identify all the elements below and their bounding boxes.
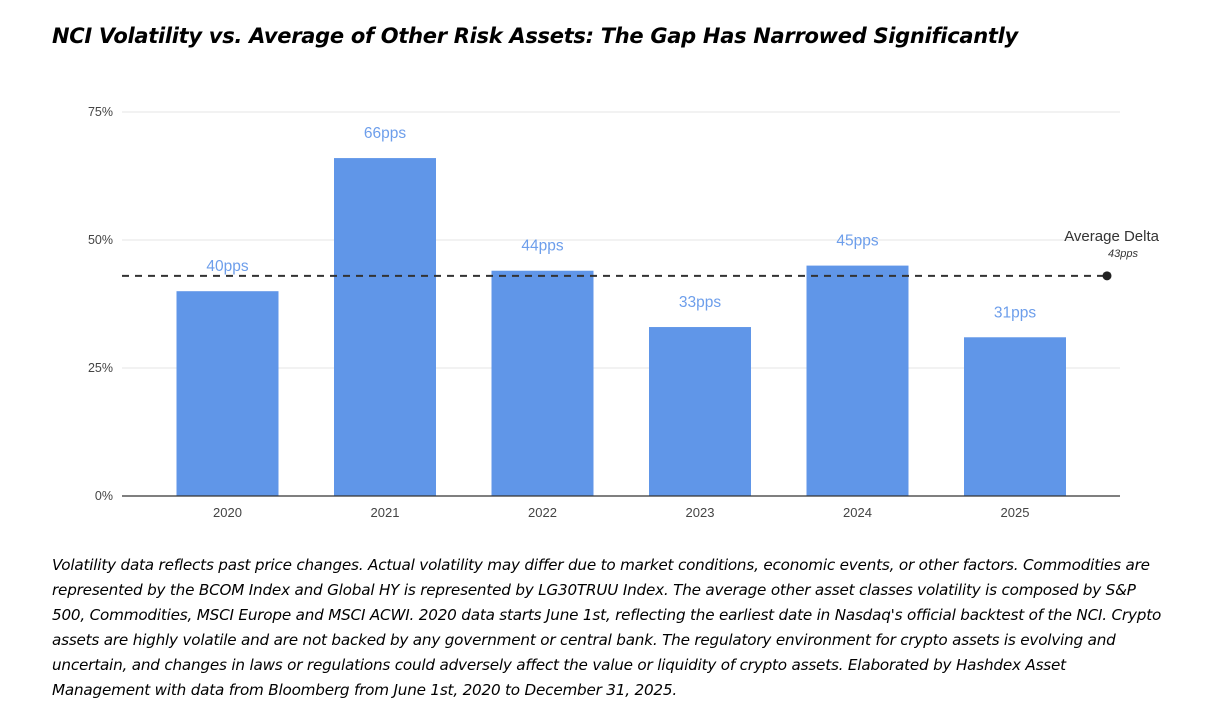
x-tick-label: 2025 — [1001, 505, 1030, 520]
bar — [491, 270, 594, 496]
y-tick-label: 25% — [88, 361, 113, 375]
gridlines — [122, 111, 1120, 369]
bar — [964, 337, 1066, 496]
bars — [176, 158, 1066, 496]
x-tick-label: 2023 — [686, 505, 715, 520]
x-tick-label: 2022 — [528, 505, 557, 520]
footnote: Volatility data reflects past price chan… — [52, 556, 1162, 699]
x-tick-label: 2024 — [843, 505, 872, 520]
chart-title: NCI Volatility vs. Average of Other Risk… — [52, 24, 1018, 48]
data-label: 45pps — [836, 233, 878, 250]
y-tick-label: 75% — [88, 105, 113, 119]
bar — [176, 291, 279, 496]
average-label: Average Delta — [1064, 228, 1159, 245]
data-label: 40pps — [206, 258, 248, 275]
x-tick-label: 2020 — [213, 505, 242, 520]
bar — [334, 158, 436, 496]
average-marker — [1102, 271, 1112, 281]
bar — [649, 327, 751, 496]
data-label: 33pps — [679, 294, 721, 311]
x-tick-label: 2021 — [371, 505, 400, 520]
data-label: 31pps — [994, 304, 1036, 321]
average-sublabel: 43pps — [1108, 248, 1138, 260]
bar — [806, 265, 909, 496]
data-labels: 40pps 66pps 44pps 33pps 45pps 31pps — [206, 125, 1036, 321]
y-tick-label: 0% — [95, 489, 113, 503]
data-label: 44pps — [521, 238, 563, 255]
bar-chart: 40pps 66pps 44pps 33pps 45pps 31pps 0% 25% 50% 7… — [88, 105, 1160, 520]
data-label: 66pps — [364, 125, 406, 142]
y-tick-label: 50% — [88, 233, 113, 247]
average-delta: Average Delta 43pps — [122, 228, 1160, 281]
axes: 0% 25% 50% 75% 2020 2021 2022 2023 2024 2025 — [88, 105, 1120, 520]
